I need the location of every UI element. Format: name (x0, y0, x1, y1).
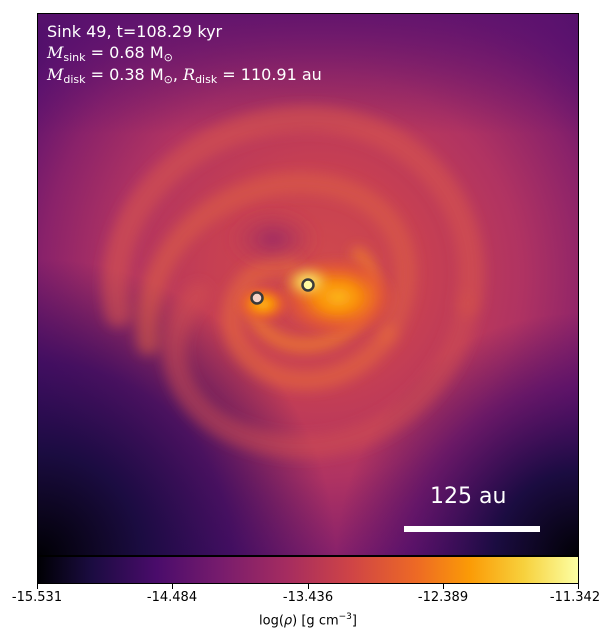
annotation-time: Sink 49, t=108.29 kyr (47, 22, 222, 42)
r-disk-value: = 110.91 au (217, 65, 322, 84)
m-sink-sub: sink (63, 51, 86, 64)
colorbar-tick-label: -14.484 (146, 590, 198, 605)
colorbar-tick-label: -12.389 (417, 590, 469, 605)
cbar-label-prefix: log( (259, 613, 284, 629)
solar-symbol: ⊙ (163, 73, 173, 86)
colorbar-tick-label: -15.531 (11, 590, 63, 605)
colorbar-tick-label: -13.436 (282, 590, 334, 605)
scale-bar-label: 125 au (430, 484, 507, 509)
colorbar-label: log(ρ) [g cm−3] (259, 612, 357, 628)
r-disk-sub: disk (195, 73, 218, 86)
density-map-image (38, 14, 578, 555)
m-disk-sub: disk (63, 73, 86, 86)
colorbar-tick-label: -11.342 (549, 590, 601, 605)
m-disk-symbol: M (47, 65, 64, 84)
m-disk-value: = 0.38 M (85, 65, 164, 84)
colorbar (37, 556, 579, 584)
sink-secondary-marker (250, 291, 264, 305)
annotation-sink-mass: Msink = 0.68 M⊙ (47, 43, 173, 68)
cbar-label-units: ) [g cm (292, 613, 339, 629)
m-symbol: M (47, 43, 64, 62)
m-sink-value: = 0.68 M (85, 43, 164, 62)
annotation-time-text: Sink 49, t=108.29 kyr (47, 22, 223, 41)
annotation-disk: Mdisk = 0.38 M⊙, Rdisk = 110.91 au (47, 65, 322, 90)
sink-primary-marker (301, 278, 315, 292)
colorbar-tick (37, 584, 38, 589)
r-disk-symbol: R (183, 65, 196, 84)
cbar-label-exp: −3 (338, 612, 352, 622)
colorbar-tick (443, 584, 444, 589)
cbar-label-rho: ρ (283, 613, 293, 629)
density-map: Sink 49, t=108.29 kyr Msink = 0.68 M⊙ Md… (37, 13, 579, 556)
separator: , (172, 65, 184, 84)
colorbar-tick (578, 584, 579, 589)
solar-symbol: ⊙ (163, 51, 173, 64)
colorbar-tick (172, 584, 173, 589)
scale-bar (404, 526, 540, 532)
cbar-label-end: ] (351, 613, 357, 629)
colorbar-tick (308, 584, 309, 589)
